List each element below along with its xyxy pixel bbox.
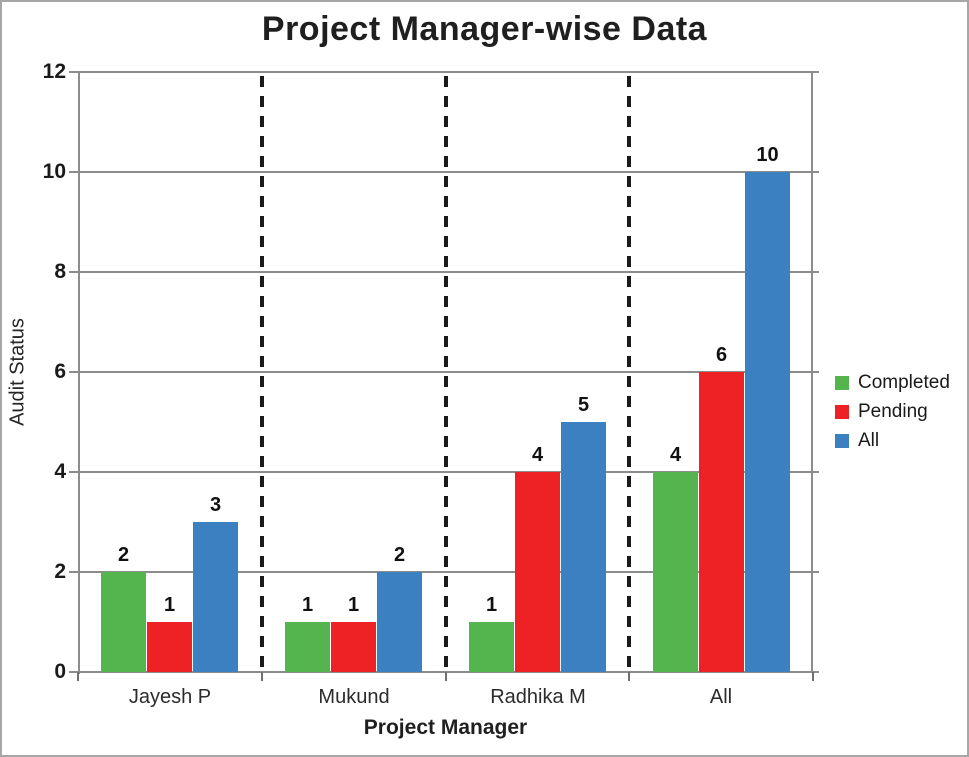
y-tick-mark: [69, 671, 78, 673]
x-tick-mark: [445, 672, 447, 681]
x-tick-mark: [812, 672, 814, 681]
y-tick-mark: [69, 271, 78, 273]
group-separator-dashed-line: [627, 76, 631, 672]
legend-swatch-icon: [835, 376, 849, 390]
y-tick-mark: [813, 271, 819, 273]
category-label: Jayesh P: [128, 686, 212, 708]
bar-pending-2: [515, 472, 560, 672]
plot-area: 2 1 3 1 1 2 1 4 5 4 6 10: [69, 71, 819, 681]
y-axis-line: [78, 72, 80, 674]
legend-label: Completed: [858, 372, 950, 393]
gridline-y12: [78, 71, 813, 73]
x-tick-mark: [77, 672, 79, 681]
bar-value-label: 5: [577, 394, 590, 416]
bar-pending-0: [147, 622, 192, 672]
bar-value-label: 3: [209, 494, 222, 516]
y-tick-label: 4: [54, 460, 66, 483]
y-tick-mark: [813, 171, 819, 173]
legend-item-all: All: [835, 430, 950, 452]
bar-pending-1: [331, 622, 376, 672]
x-tick-mark: [628, 672, 630, 681]
y-tick-label: 2: [54, 560, 66, 583]
bar-all-3: [745, 172, 790, 672]
bar-all-1: [377, 572, 422, 672]
y-tick-mark: [813, 671, 819, 673]
legend-swatch-icon: [835, 434, 849, 448]
group-separator-dashed-line: [444, 76, 448, 672]
legend-label: All: [858, 430, 880, 451]
chart-title: Project Manager-wise Data: [261, 10, 708, 48]
legend-swatch-icon: [835, 405, 849, 419]
y-tick-label: 12: [42, 60, 66, 83]
bar-value-label: 4: [531, 444, 544, 466]
legend: Completed Pending All: [835, 372, 950, 459]
y-tick-mark: [69, 371, 78, 373]
y-tick-label: 8: [54, 260, 66, 283]
bar-value-label: 1: [301, 594, 314, 616]
y-tick-mark: [813, 471, 819, 473]
y-tick-label: 0: [54, 660, 66, 683]
y-tick-mark: [69, 71, 78, 73]
category-label: Mukund: [318, 686, 390, 708]
category-label: Radhika M: [490, 686, 586, 708]
bar-all-0: [193, 522, 238, 672]
y-tick-mark: [69, 571, 78, 573]
y-tick-mark: [813, 71, 819, 73]
category-label: All: [709, 686, 733, 708]
y-tick-label: 10: [42, 160, 66, 183]
y-tick-mark: [69, 171, 78, 173]
legend-label: Pending: [858, 401, 928, 422]
y-tick-mark: [69, 471, 78, 473]
y-tick-label: 6: [54, 360, 66, 383]
bar-value-label: 4: [669, 444, 682, 466]
plot-right-border: [811, 72, 813, 672]
bar-value-label: 2: [117, 544, 130, 566]
y-tick-mark: [813, 571, 819, 573]
bar-completed-3: [653, 472, 698, 672]
bar-value-label: 1: [163, 594, 176, 616]
bar-all-2: [561, 422, 606, 672]
legend-item-completed: Completed: [835, 372, 950, 394]
bar-value-label: 1: [347, 594, 360, 616]
bar-value-label: 10: [756, 144, 779, 166]
bar-completed-1: [285, 622, 330, 672]
bar-completed-2: [469, 622, 514, 672]
group-separator-dashed-line: [260, 76, 264, 672]
bar-pending-3: [699, 372, 744, 672]
x-axis-title: Project Manager: [363, 716, 528, 739]
bar-value-label: 2: [393, 544, 406, 566]
bar-value-label: 6: [715, 344, 728, 366]
y-tick-mark: [813, 371, 819, 373]
x-tick-mark: [261, 672, 263, 681]
bar-value-label: 1: [485, 594, 498, 616]
legend-item-pending: Pending: [835, 401, 950, 423]
bar-completed-0: [101, 572, 146, 672]
